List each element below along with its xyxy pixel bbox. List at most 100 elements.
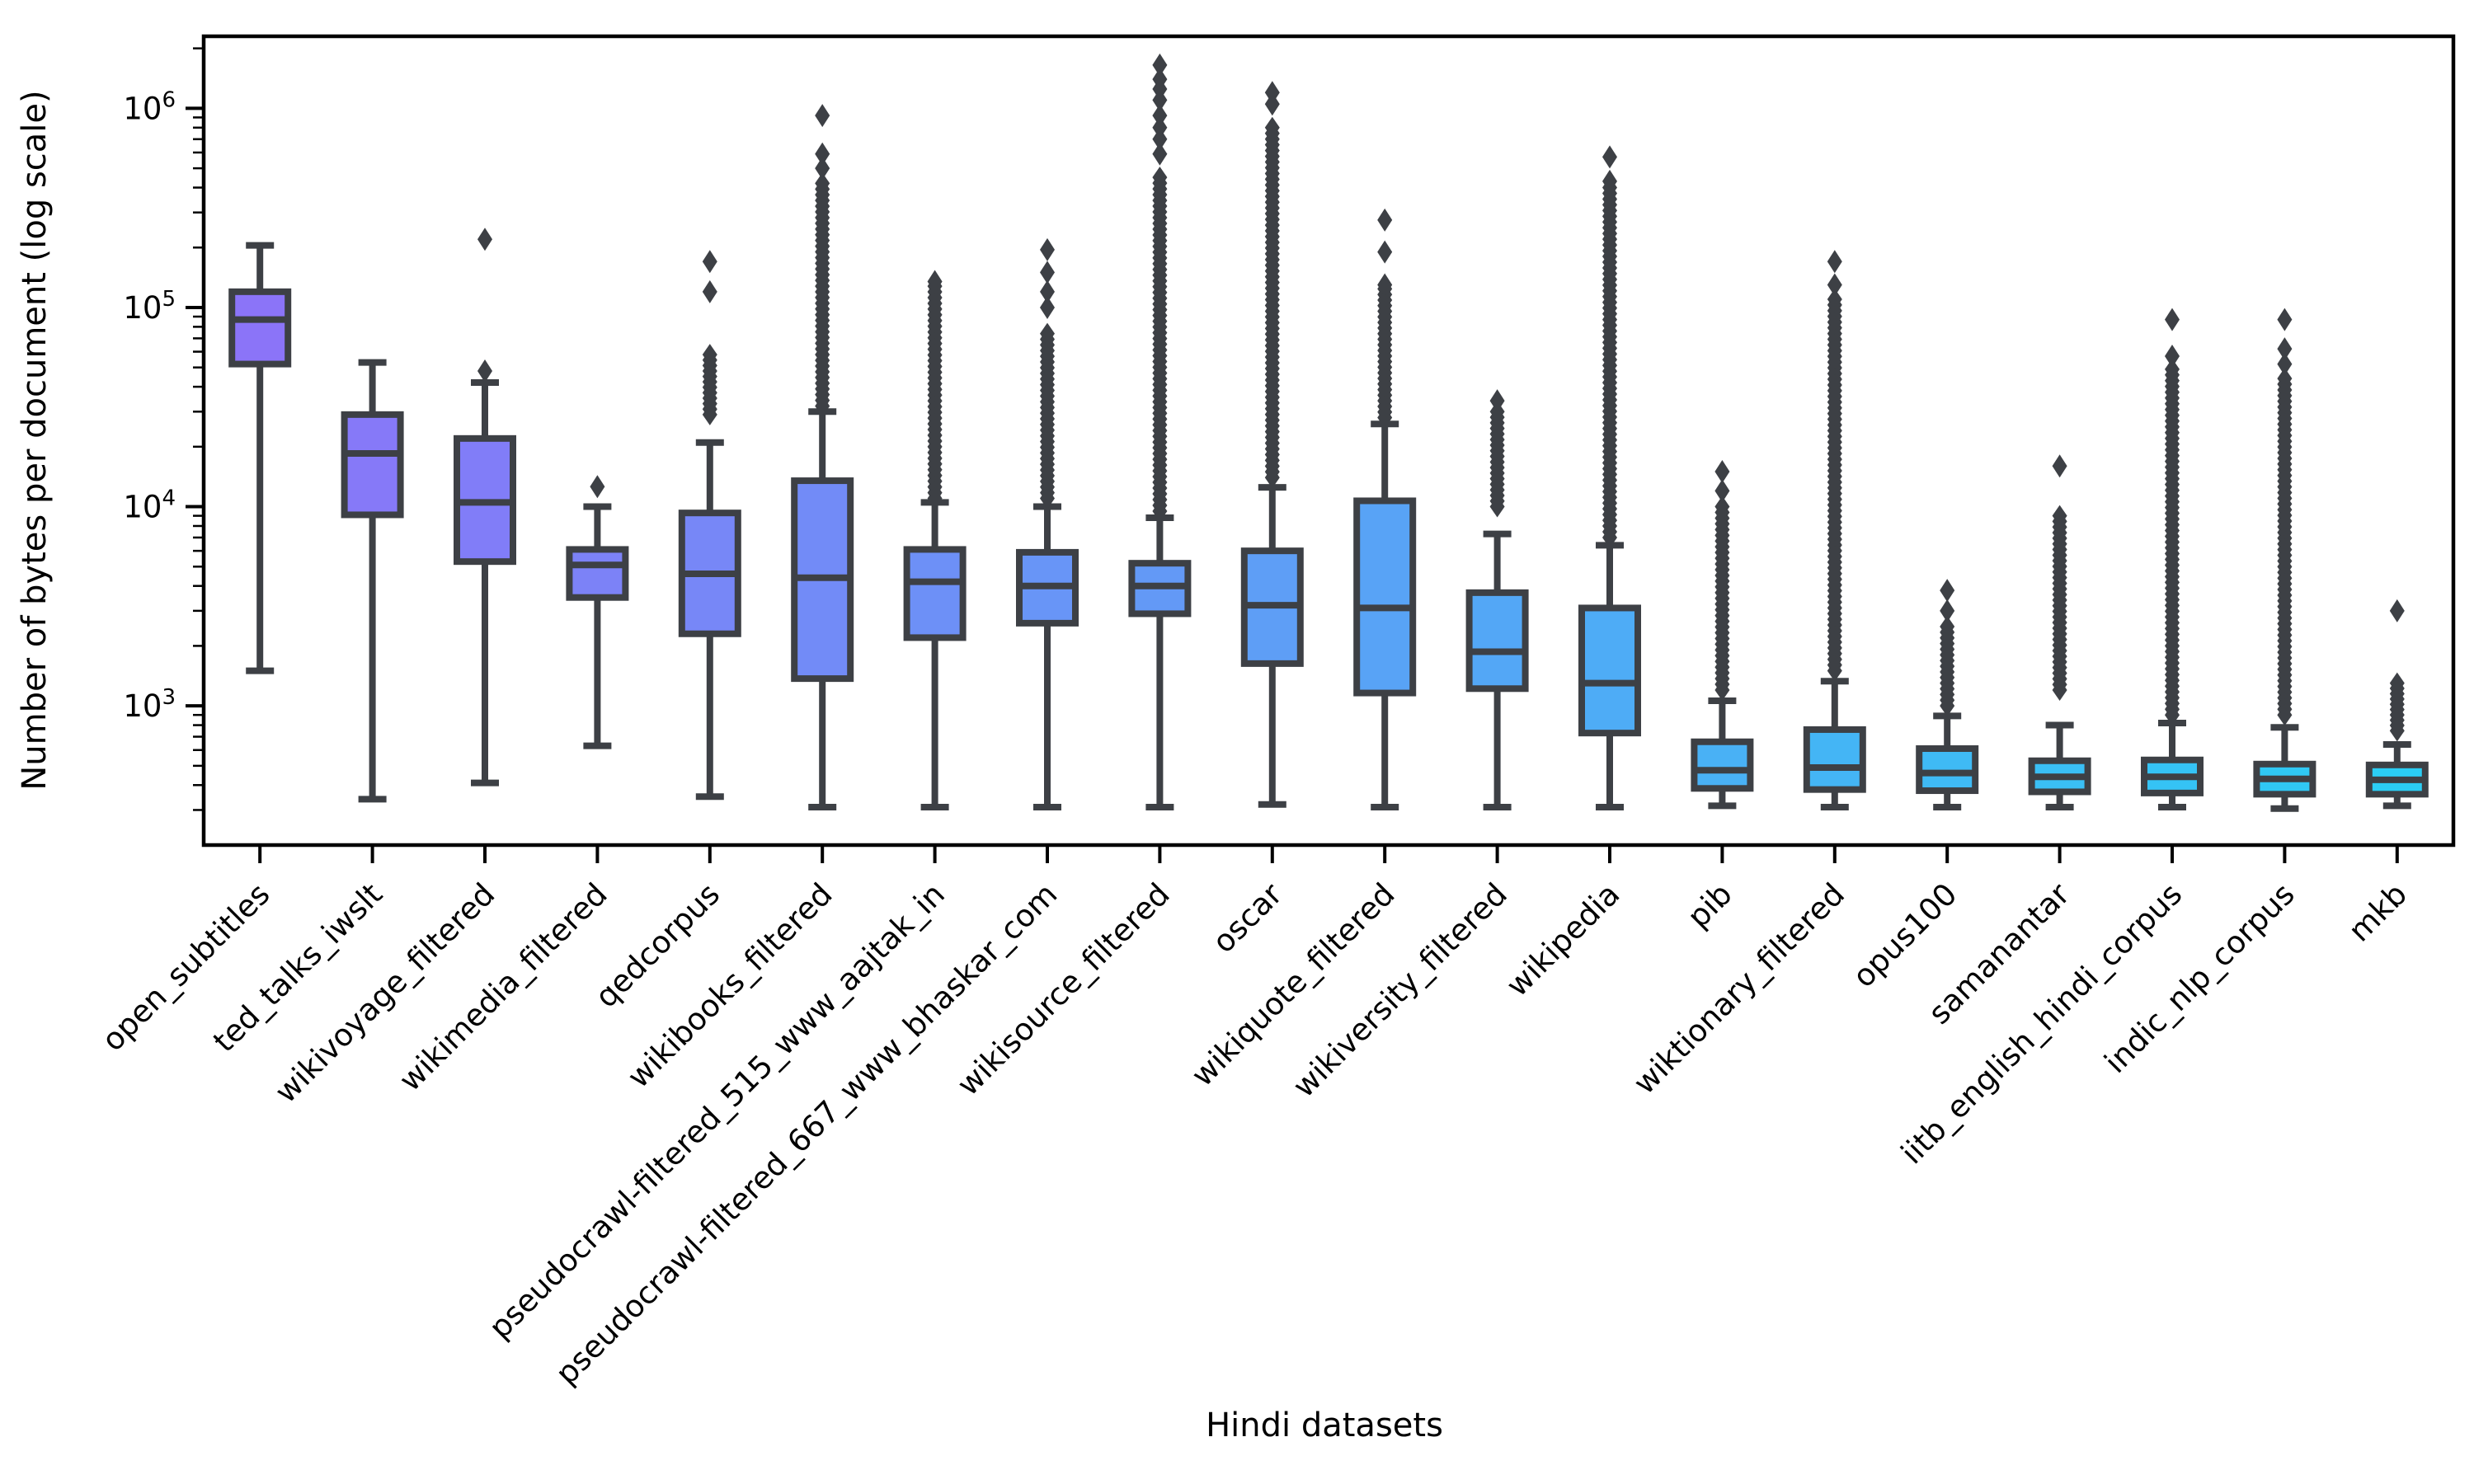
iqr-box (1578, 604, 1641, 737)
outlier-run-point (1152, 500, 1168, 522)
outlier-run-point (1602, 526, 1617, 548)
outlier-point (1040, 237, 1055, 261)
outlier-point (1152, 142, 1168, 166)
outlier-point (1940, 579, 1955, 603)
axes-layer (186, 34, 2456, 863)
outlier-point (1152, 127, 1168, 151)
y-tick-label: 104 (123, 486, 176, 525)
outlier-point (1602, 145, 1617, 169)
iqr-box (1353, 497, 1417, 697)
box-wikisource_filtered (1128, 53, 1192, 811)
outlier-point (815, 142, 830, 166)
iqr-box (1916, 745, 1979, 795)
iqr-box (903, 546, 967, 641)
outlier-point (477, 228, 492, 251)
outlier-point (702, 250, 717, 274)
iqr-box (1691, 738, 1754, 792)
outlier-run-point (1714, 679, 1730, 702)
box-ted_talks_iwslt (341, 359, 404, 803)
outlier-point (1377, 273, 1393, 297)
outlier-run-point (1377, 406, 1393, 429)
outlier-run-point (1940, 695, 1955, 717)
box-pib (1691, 460, 1754, 810)
iqr-box (1465, 589, 1529, 693)
outlier-run-point (1040, 487, 1055, 510)
box-wikivoyage_filtered (454, 228, 516, 787)
outlier-point (2389, 599, 2405, 622)
outlier-point (1264, 92, 1280, 116)
outlier-point (2165, 344, 2180, 368)
x-tick-label-wikimedia_filtered: wikimedia_filtered (393, 876, 614, 1098)
x-tick-label-opus100: opus100 (1846, 876, 1964, 994)
x-tick-label-wikibooks_filtered: wikibooks_filtered (621, 876, 840, 1095)
iqr-box (566, 546, 629, 601)
iqr-box (341, 411, 404, 519)
outlier-point (1264, 81, 1280, 105)
x-axis-title: Hindi datasets (1206, 1407, 1443, 1444)
y-tick-label: 106 (123, 87, 176, 126)
outlier-point (2277, 352, 2293, 376)
outlier-run-point (2052, 679, 2067, 702)
outlier-point (2277, 308, 2293, 331)
iqr-box (228, 288, 292, 368)
x-tick-label-wikivoyage_filtered: wikivoyage_filtered (268, 876, 501, 1110)
outlier-point (1152, 68, 1168, 92)
labels-layer: 103104105106open_subtitlested_talks_iwsl… (95, 87, 2414, 1391)
outlier-point (2277, 337, 2293, 361)
outlier-point (1377, 240, 1393, 264)
outlier-point (1714, 460, 1730, 484)
outlier-run-point (2389, 720, 2405, 742)
outlier-run-point (1827, 660, 1842, 682)
outlier-point (1152, 104, 1168, 128)
outlier-point (1152, 53, 1168, 77)
outlier-point (927, 270, 943, 294)
outlier-point (590, 475, 605, 499)
box-wikimedia_filtered (566, 475, 629, 749)
outlier-point (1602, 169, 1617, 193)
outlier-point (1827, 273, 1842, 297)
outlier-run-point (2165, 704, 2180, 726)
box-pseudocrawl-filtered_667_www_bhaskar_com (1016, 237, 1079, 811)
outlier-point (1040, 261, 1055, 284)
outlier-run-point (927, 487, 943, 510)
outlier-point (1152, 115, 1168, 139)
y-tick-label: 105 (123, 287, 176, 326)
outlier-point (702, 279, 717, 303)
box-wikiquote_filtered (1353, 208, 1417, 811)
outlier-point (1489, 389, 1505, 413)
outlier-point (1040, 295, 1055, 319)
x-tick-label-wikipedia: wikipedia (1499, 876, 1626, 1003)
x-tick-label-oscar: oscar (1206, 876, 1290, 960)
x-tick-label-wiktionary_filtered: wiktionary_filtered (1626, 876, 1851, 1101)
outlier-point (1940, 599, 1955, 622)
box-wiktionary_filtered (1803, 250, 1866, 811)
boxes-layer (228, 53, 2429, 812)
outlier-run-point (1264, 467, 1280, 489)
y-tick-label: 103 (123, 685, 176, 724)
outlier-point (1040, 279, 1055, 303)
box-samanantar (2028, 454, 2091, 811)
box-oscar (1240, 81, 1304, 808)
box-wikipedia (1578, 145, 1641, 811)
box-pseudocrawl-filtered_515_www_aajtak_in (903, 270, 967, 811)
x-tick-label-wikisource_filtered: wikisource_filtered (950, 876, 1176, 1102)
iqr-box (1803, 726, 1866, 793)
outlier-point (477, 359, 492, 383)
outlier-point (2165, 308, 2180, 331)
box-qedcorpus (678, 250, 741, 801)
outlier-run-point (815, 395, 830, 417)
x-tick-label-mkb: mkb (2342, 876, 2415, 949)
outlier-point (1377, 208, 1393, 232)
x-tick-label-indic_nlp_corpus: indic_nlp_corpus (2098, 876, 2302, 1080)
outlier-run-point (1489, 495, 1505, 518)
outlier-run-point (2277, 704, 2293, 726)
outlier-point (1714, 479, 1730, 503)
box-opus100 (1916, 579, 1979, 811)
outlier-point (815, 157, 830, 181)
outlier-point (2052, 454, 2067, 478)
box-mkb (2365, 599, 2429, 810)
box-indic_nlp_corpus (2253, 308, 2316, 812)
box-open_subtitles (228, 242, 292, 674)
